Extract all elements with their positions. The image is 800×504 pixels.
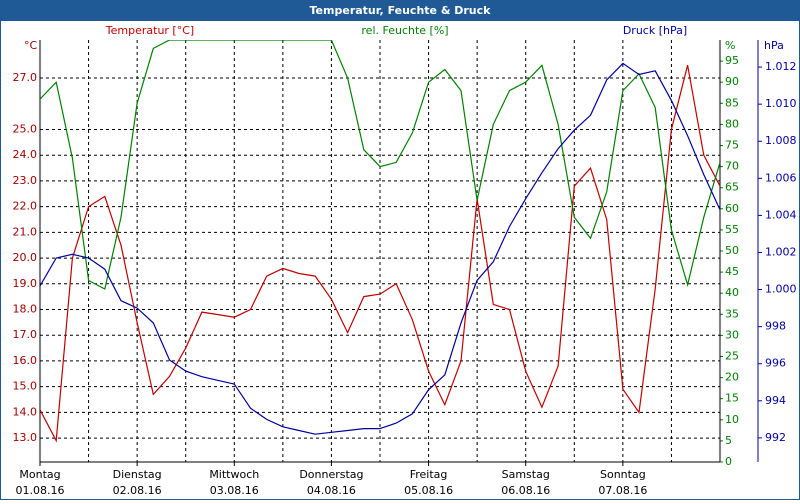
series-name: Druck [hPa]	[623, 24, 687, 37]
y2-tick-label: 40	[725, 286, 739, 299]
x-tick-label: Sonntag	[600, 468, 646, 481]
y2-tick-label: 75	[725, 139, 739, 152]
y3-tick-label: 1.012	[765, 60, 797, 73]
y-tick-label: 27.0	[13, 71, 38, 84]
series-name: Temperatur [°C]	[105, 24, 194, 37]
x-tick-date: 03.08.16	[210, 484, 259, 497]
y-tick-label: 19.0	[13, 277, 38, 290]
x-tick-label: Montag	[19, 468, 60, 481]
y2-tick-label: 5	[725, 434, 732, 447]
x-tick-date: 04.08.16	[307, 484, 356, 497]
y3-tick-label: 1.002	[765, 245, 797, 258]
y-tick-label: 20.0	[13, 251, 38, 264]
y2-tick-label: 70	[725, 160, 739, 173]
y3-tick-label: 996	[765, 357, 786, 370]
x-tick-date: 06.08.16	[501, 484, 550, 497]
y3-tick-label: 1.008	[765, 134, 797, 147]
y3-tick-label: 994	[765, 394, 786, 407]
x-tick-label: Dienstag	[113, 468, 162, 481]
y2-tick-label: 20	[725, 371, 739, 384]
title-bar	[0, 0, 800, 21]
y2-tick-label: 80	[725, 117, 739, 130]
y-tick-label: 25.0	[13, 122, 38, 135]
x-tick-date: 01.08.16	[16, 484, 65, 497]
y3-tick-label: 1.006	[765, 171, 797, 184]
y2-tick-label: 35	[725, 307, 739, 320]
y3-tick-label: 992	[765, 431, 786, 444]
y2-tick-label: 90	[725, 75, 739, 88]
y2-tick-label: 60	[725, 202, 739, 215]
y2-tick-label: 55	[725, 223, 739, 236]
series-name: rel. Feuchte [%]	[361, 24, 448, 37]
y2-tick-label: 85	[725, 96, 739, 109]
x-tick-label: Freitag	[410, 468, 448, 481]
y2-tick-label: 15	[725, 392, 739, 405]
y-tick-label: 21.0	[13, 225, 38, 238]
y-unit: °C	[24, 39, 38, 52]
y-tick-label: 17.0	[13, 328, 38, 341]
series-line	[40, 65, 720, 443]
y3-tick-label: 1.010	[765, 97, 797, 110]
y2-unit: %	[725, 39, 735, 52]
y-tick-label: 13.0	[13, 431, 38, 444]
y-tick-label: 23.0	[13, 174, 38, 187]
y-tick-label: 16.0	[13, 354, 38, 367]
y2-tick-label: 0	[725, 455, 732, 468]
y2-tick-label: 45	[725, 265, 739, 278]
y3-tick-label: 998	[765, 320, 786, 333]
y-tick-label: 18.0	[13, 303, 38, 316]
y2-tick-label: 50	[725, 244, 739, 257]
y-tick-label: 14.0	[13, 405, 38, 418]
y2-tick-label: 65	[725, 181, 739, 194]
y-tick-label: 24.0	[13, 148, 38, 161]
y-tick-label: 15.0	[13, 380, 38, 393]
x-tick-date: 02.08.16	[113, 484, 162, 497]
series-line	[40, 62, 720, 435]
x-tick-date: 07.08.16	[598, 484, 647, 497]
y3-tick-label: 1.000	[765, 283, 797, 296]
y3-tick-label: 1.004	[765, 208, 797, 221]
y2-tick-label: 95	[725, 54, 739, 67]
x-tick-label: Donnerstag	[299, 468, 363, 481]
y-tick-label: 22.0	[13, 200, 38, 213]
x-tick-label: Samstag	[502, 468, 550, 481]
y2-tick-label: 25	[725, 350, 739, 363]
series-line	[40, 40, 720, 290]
y2-tick-label: 30	[725, 328, 739, 341]
x-tick-date: 05.08.16	[404, 484, 453, 497]
y2-tick-label: 10	[725, 413, 739, 426]
chart-title: Temperatur, Feuchte & Druck	[310, 4, 492, 17]
y3-unit: hPa	[764, 39, 784, 52]
x-tick-label: Mittwoch	[209, 468, 259, 481]
